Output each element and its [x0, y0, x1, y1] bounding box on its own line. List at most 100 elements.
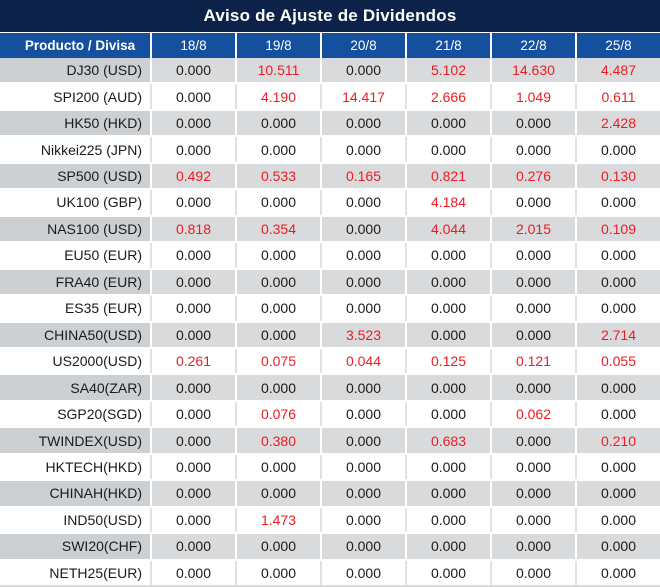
value-cell: 0.000: [150, 110, 235, 136]
value-cell: 0.109: [575, 216, 660, 242]
value-cell: 0.261: [150, 348, 235, 374]
value-cell: 0.000: [320, 296, 405, 321]
value-cell: 0.210: [575, 428, 660, 453]
product-cell: ES35 (EUR): [0, 296, 150, 321]
value-cell: 0.165: [320, 163, 405, 189]
table-row: FRA40 (EUR) 0.000 0.000 0.000 0.000 0.000 0.00…: [0, 269, 660, 297]
table-row: SWI20(CHF) 0.000 0.000 0.000 0.000 0.000 0.000: [0, 534, 660, 561]
value-cell: 0.000: [575, 269, 660, 295]
value-cell: 0.611: [575, 84, 660, 109]
value-cell: 0.000: [235, 296, 320, 321]
value-cell: 0.000: [405, 269, 490, 295]
table-row: SGP20(SGD) 0.000 0.076 0.000 0.000 0.062 0.000: [0, 401, 660, 429]
value-cell: 0.000: [320, 428, 405, 453]
value-cell: 0.000: [150, 322, 235, 347]
value-cell: 0.276: [490, 163, 575, 189]
value-cell: 0.000: [405, 137, 490, 162]
product-cell: IND50(USD): [0, 507, 150, 533]
value-cell: 0.000: [490, 560, 575, 586]
table-row: TWINDEX(USD) 0.000 0.380 0.000 0.683 0.000 0.2…: [0, 428, 660, 455]
value-cell: 2.714: [575, 322, 660, 347]
value-cell: 0.000: [405, 401, 490, 427]
value-cell: 0.354: [235, 216, 320, 242]
value-cell: 1.049: [490, 84, 575, 109]
value-cell: 0.000: [320, 375, 405, 400]
column-header-date: 22/8: [490, 33, 575, 58]
value-cell: 0.000: [150, 269, 235, 295]
value-cell: 0.000: [320, 534, 405, 559]
value-cell: 0.000: [575, 401, 660, 427]
value-cell: 4.190: [235, 84, 320, 109]
notice-title-bar: Aviso de Ajuste de Dividendos: [0, 0, 660, 32]
table-header-row: Producto / Divisa 18/8 19/8 20/8 21/8 22/8 25…: [0, 32, 660, 58]
value-cell: 0.000: [150, 296, 235, 321]
value-cell: 0.000: [405, 454, 490, 480]
value-cell: 0.000: [405, 560, 490, 586]
value-cell: 0.000: [575, 190, 660, 215]
table-row: ES35 (EUR) 0.000 0.000 0.000 0.000 0.000 0.000: [0, 296, 660, 323]
value-cell: 0.000: [150, 190, 235, 215]
value-cell: 0.000: [320, 190, 405, 215]
value-cell: 0.000: [490, 110, 575, 136]
product-cell: NAS100 (USD): [0, 216, 150, 242]
product-cell: TWINDEX(USD): [0, 428, 150, 453]
value-cell: 14.630: [490, 58, 575, 83]
value-cell: 0.000: [575, 481, 660, 506]
value-cell: 0.000: [490, 375, 575, 400]
product-cell: FRA40 (EUR): [0, 269, 150, 295]
table-row: IND50(USD) 0.000 1.473 0.000 0.000 0.000 0.000: [0, 507, 660, 535]
value-cell: 0.000: [235, 190, 320, 215]
value-cell: 0.000: [405, 534, 490, 559]
column-header-date: 25/8: [575, 33, 660, 58]
value-cell: 0.000: [150, 58, 235, 83]
product-cell: SGP20(SGD): [0, 401, 150, 427]
value-cell: 0.000: [320, 216, 405, 242]
value-cell: 0.492: [150, 163, 235, 189]
value-cell: 0.000: [490, 243, 575, 268]
value-cell: 0.000: [405, 507, 490, 533]
product-cell: HKTECH(HKD): [0, 454, 150, 480]
value-cell: 0.000: [235, 375, 320, 400]
table-row: US2000(USD) 0.261 0.075 0.044 0.125 0.121 0.05…: [0, 348, 660, 376]
product-cell: HK50 (HKD): [0, 110, 150, 136]
value-cell: 0.000: [320, 560, 405, 586]
value-cell: 0.000: [235, 481, 320, 506]
column-header-date: 18/8: [150, 33, 235, 58]
value-cell: 0.000: [150, 481, 235, 506]
value-cell: 2.428: [575, 110, 660, 136]
value-cell: 0.000: [490, 137, 575, 162]
table-row: UK100 (GBP) 0.000 0.000 0.000 4.184 0.000 0.00…: [0, 190, 660, 217]
product-cell: CHINAH(HKD): [0, 481, 150, 506]
table-row: SP500 (USD) 0.492 0.533 0.165 0.821 0.276 0.13…: [0, 163, 660, 191]
value-cell: 0.000: [320, 137, 405, 162]
value-cell: 0.683: [405, 428, 490, 453]
value-cell: 0.000: [490, 322, 575, 347]
table-row: EU50 (EUR) 0.000 0.000 0.000 0.000 0.000 0.000: [0, 243, 660, 270]
value-cell: 0.000: [490, 428, 575, 453]
value-cell: 0.000: [150, 507, 235, 533]
value-cell: 0.000: [235, 322, 320, 347]
table-row: HKTECH(HKD) 0.000 0.000 0.000 0.000 0.000 0.00…: [0, 454, 660, 482]
value-cell: 2.666: [405, 84, 490, 109]
value-cell: 0.000: [490, 481, 575, 506]
column-header-date: 20/8: [320, 33, 405, 58]
value-cell: 10.511: [235, 58, 320, 83]
value-cell: 0.000: [320, 454, 405, 480]
value-cell: 0.000: [235, 534, 320, 559]
value-cell: 0.000: [150, 375, 235, 400]
value-cell: 0.533: [235, 163, 320, 189]
value-cell: 0.000: [575, 560, 660, 586]
value-cell: 0.000: [235, 243, 320, 268]
value-cell: 0.000: [150, 534, 235, 559]
table-row: NAS100 (USD) 0.818 0.354 0.000 4.044 2.015 0.1…: [0, 216, 660, 244]
value-cell: 0.000: [405, 296, 490, 321]
value-cell: 0.076: [235, 401, 320, 427]
value-cell: 4.487: [575, 58, 660, 83]
value-cell: 0.000: [150, 428, 235, 453]
product-cell: SWI20(CHF): [0, 534, 150, 559]
value-cell: 3.523: [320, 322, 405, 347]
value-cell: 0.130: [575, 163, 660, 189]
product-cell: NETH25(EUR): [0, 560, 150, 586]
value-cell: 0.121: [490, 348, 575, 374]
value-cell: 0.000: [575, 243, 660, 268]
